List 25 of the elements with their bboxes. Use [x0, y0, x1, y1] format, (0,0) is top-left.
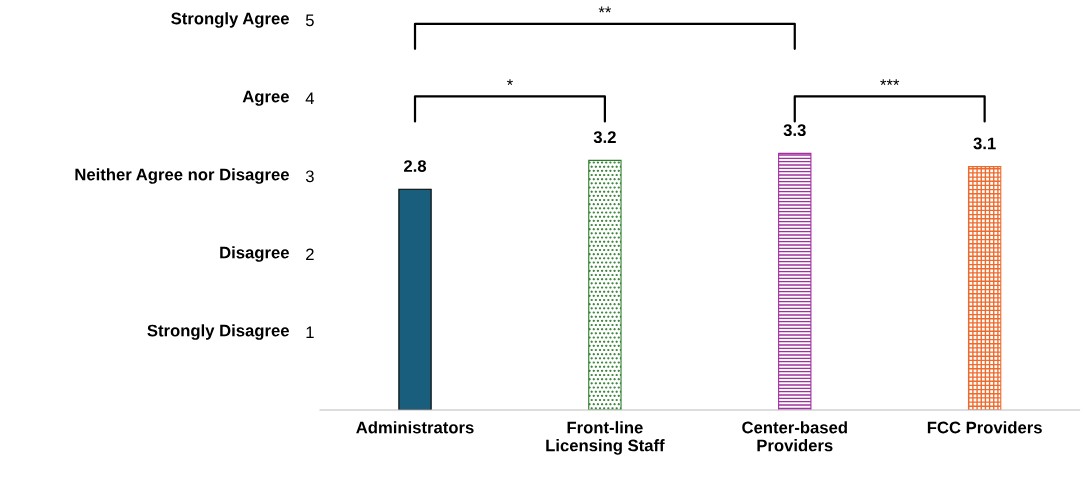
bar — [778, 152, 812, 411]
bar — [398, 188, 432, 411]
annotation: *** — [880, 79, 900, 86]
x-tick-label: Administrators — [356, 421, 474, 434]
text: Strongly Agree — [171, 12, 289, 28]
x-tick-label: Center-based Providers — [742, 421, 847, 452]
y-tick-label: 1 — [306, 326, 314, 339]
x-tick-label: Front-line Licensing Staff — [546, 421, 665, 455]
data-label: 2.8 — [404, 160, 427, 172]
bar — [967, 166, 1002, 411]
text: Neither Agree nor Disagree — [75, 168, 289, 184]
annotation: * — [506, 79, 513, 86]
data-label: 3.1 — [973, 137, 996, 150]
y-tick-label: 2 — [306, 248, 314, 261]
y-tick-label: 3 — [305, 170, 314, 183]
text: Agree — [242, 90, 289, 106]
y-tick-label: 4 — [305, 92, 315, 105]
bar — [588, 159, 622, 411]
text: Disagree — [220, 246, 289, 262]
text: Strongly Disagree — [147, 324, 289, 340]
x-tick-label: FCC Providers — [927, 421, 1042, 434]
data-label: 3.3 — [783, 124, 806, 137]
text: ** — [598, 6, 612, 13]
data-label: 3.2 — [593, 131, 616, 144]
y-tick-label: 5 — [305, 14, 314, 27]
